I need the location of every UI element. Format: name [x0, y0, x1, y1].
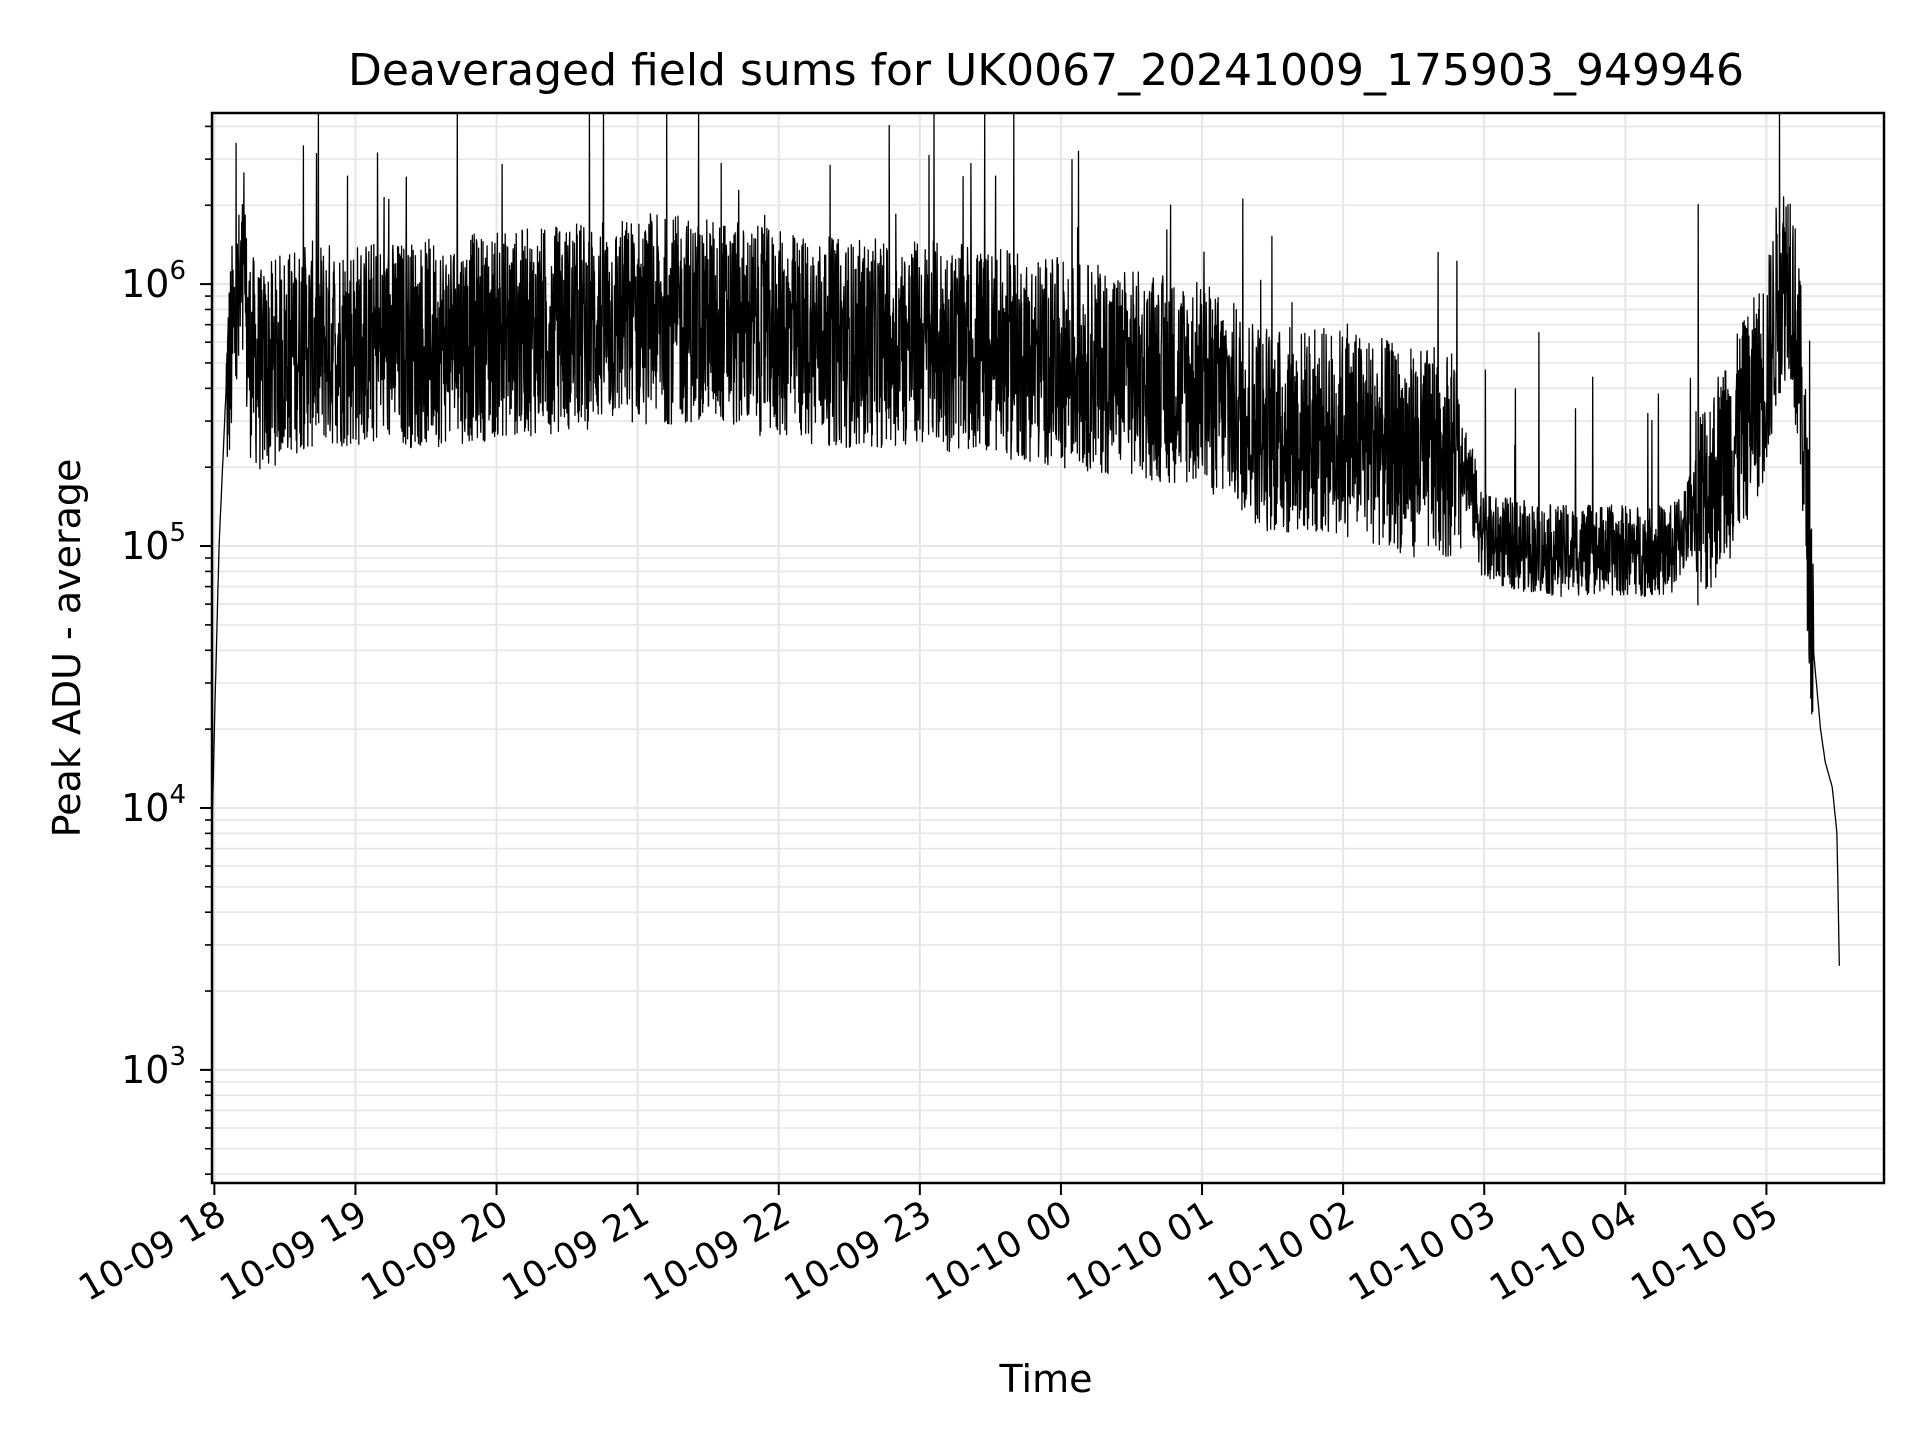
data-layer	[211, 112, 1840, 966]
x-tick-label: 10-10 05	[1624, 1193, 1785, 1309]
x-tick-label: 10-09 22	[637, 1193, 798, 1309]
y-tick-label: 103	[121, 1042, 186, 1092]
y-axis-ticks: 103 104 105 106	[121, 125, 212, 1175]
y-tick-label: 105	[121, 518, 186, 568]
x-tick-label: 10-10 00	[919, 1193, 1080, 1309]
x-tick-label: 10-09 19	[213, 1193, 374, 1309]
y-axis-label: Peak ADU - average	[45, 459, 89, 838]
x-tick-label: 10-09 18	[72, 1193, 233, 1309]
x-tick-label: 10-09 20	[354, 1193, 515, 1309]
y-tick-label: 104	[121, 780, 186, 830]
plot-frame	[210, 111, 1886, 1185]
x-tick-label: 10-10 01	[1060, 1193, 1221, 1309]
y-tick-label: 106	[121, 256, 186, 306]
x-tick-label: 10-09 23	[778, 1193, 939, 1309]
x-tick-label: 10-10 03	[1342, 1193, 1503, 1309]
x-tick-label: 10-09 21	[495, 1193, 656, 1309]
x-tick-label: 10-10 02	[1201, 1193, 1362, 1309]
x-tick-label: 10-10 04	[1483, 1193, 1644, 1309]
chart-title: Deaveraged field sums for UK0067_2024100…	[348, 45, 1744, 96]
x-axis-label: Time	[999, 1357, 1093, 1401]
series-line	[211, 112, 1840, 966]
